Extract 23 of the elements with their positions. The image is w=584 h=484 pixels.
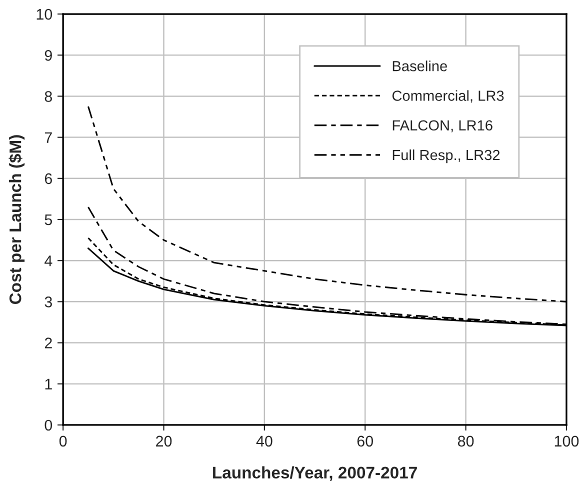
x-axis-title: Launches/Year, 2007-2017 bbox=[213, 466, 417, 481]
x-tick-label: 40 bbox=[256, 436, 272, 447]
x-tick-label: 100 bbox=[554, 436, 579, 447]
legend-label: Commercial, LR3 bbox=[392, 90, 504, 103]
x-tick-label: 80 bbox=[458, 436, 474, 447]
y-tick-label: 6 bbox=[44, 173, 52, 184]
y-axis-title: Cost per Launch ($M) bbox=[8, 135, 25, 304]
legend-label: FALCON, LR16 bbox=[392, 120, 492, 132]
y-tick-label: 7 bbox=[44, 132, 52, 143]
y-tick-label: 5 bbox=[44, 214, 52, 226]
y-tick-label: 0 bbox=[44, 420, 52, 431]
x-tick-label: 0 bbox=[59, 436, 67, 447]
x-tick-label: 20 bbox=[156, 436, 172, 447]
y-tick-label: 4 bbox=[44, 256, 52, 266]
y-tick-label: 9 bbox=[44, 50, 52, 61]
y-tick-label: 1 bbox=[45, 378, 52, 390]
y-tick-label: 3 bbox=[44, 296, 52, 308]
x-tick-label: 60 bbox=[357, 436, 374, 447]
y-tick-label: 2 bbox=[44, 338, 52, 348]
y-tick-label: 10 bbox=[36, 8, 52, 20]
legend-label: Full Resp., LR32 bbox=[392, 149, 500, 164]
y-tick-label: 8 bbox=[44, 91, 52, 102]
legend-label: Baseline bbox=[392, 60, 447, 72]
